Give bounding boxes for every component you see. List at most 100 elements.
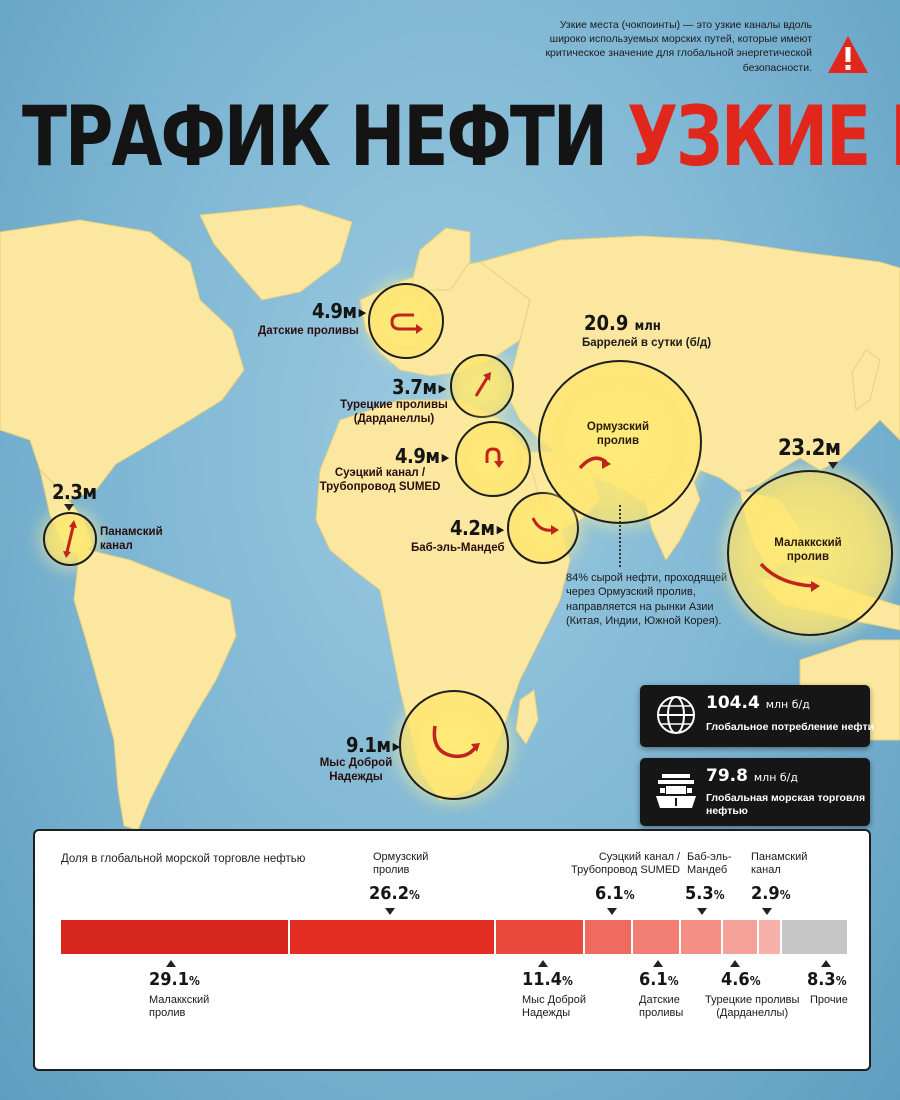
share-suez-name: Суэцкий канал / Трубопровод SUMED [571,851,680,878]
share-cape-line2: Надежды [522,1007,571,1020]
share-cape-num: 11.4 [522,969,562,990]
cape-value-text: 9.1м [346,733,391,757]
share-malacca-line1: Малаккский [149,994,210,1006]
pointer-icon: ▶ [496,523,505,536]
share-other-name: Прочие [810,994,848,1007]
share-panama-line1: Панамский [751,851,808,863]
maritime-trade-caption: Глобальная морская торговля нефтью [706,792,865,817]
curved-arrow-icon [531,517,559,535]
bab-value-text: 4.2м [450,516,495,540]
share-turkish-line1: Турецкие проливы [705,994,800,1006]
pointer-icon: ▶ [441,451,450,464]
hormuz-bubble [538,360,702,524]
share-hormuz-pct: 26.2% [369,883,420,904]
panama-value-text: 2.3м [52,480,97,504]
suez-label-line1: Суэцкий канал / [334,467,426,479]
hormuz-value-number: 20.9 [584,311,629,335]
consumption-number: 104.4 [706,693,760,713]
turkish-label-line1: Турецкие проливы [340,399,448,411]
share-panama-line2: канал [751,864,781,877]
share-cape-name: Мыс Доброй Надежды [522,994,586,1021]
pointer-icon: ▶ [358,306,367,319]
share-danish-pct: 6.1% [639,969,679,990]
share-suez-marker [607,908,617,915]
hormuz-inner-label: Ормузский пролив [578,420,658,449]
share-pct-sign: % [713,888,725,902]
consumption-unit: млн б/д [765,698,810,711]
share-pct-sign: % [188,974,200,988]
share-panama-name: Панамский канал [751,851,807,878]
share-pct-sign: % [408,888,420,902]
share-cape-line1: Мыс Доброй [522,994,586,1006]
page-title: ТРАФИК НЕФТИ УЗКИЕ МЕСТА [22,95,900,179]
curved-arrow-icon [578,456,611,470]
share-cape-marker [538,960,548,967]
share-bab-num: 5.3 [685,883,714,904]
share-turkish-line2: (Дарданеллы) [716,1007,789,1020]
share-suez-pct: 6.1% [595,883,635,904]
share-pct-sign: % [623,888,635,902]
share-bar-segment [61,920,290,954]
share-other-num: 8.3 [807,969,836,990]
share-suez-line2: Трубопровод SUMED [571,864,681,877]
warning-triangle-icon [828,36,868,73]
share-hormuz-num: 26.2 [369,883,409,904]
turkish-label-line2: (Дарданеллы) [353,413,435,426]
malacca-inner-line2: пролив [786,551,830,564]
hormuz-value-unit: млн [634,319,661,334]
turkish-straits-bubble [450,354,514,418]
share-bab-name: Баб-эль- Мандеб [687,851,731,878]
turkish-label: Турецкие проливы (Дарданеллы) [338,398,450,427]
global-consumption-box: 104.4 млн б/д Глобальное потребление неф… [640,685,874,747]
share-bar-segment [585,920,634,954]
malacca-value: 23.2м [778,436,841,461]
suez-value: 4.9м ▶ [395,444,449,468]
share-suez-num: 6.1 [595,883,624,904]
trade-caption-line2: нефтью [706,804,748,817]
share-panama-num: 2.9 [751,883,780,904]
share-other-marker [821,960,831,967]
global-consumption-caption: Глобальное потребление нефти [706,721,875,733]
share-hormuz-line1: Ормузский [373,851,429,863]
greenland-landmass [199,204,353,301]
cape-value: 9.1м ▶ [346,733,400,757]
share-malacca-pct: 29.1% [149,969,200,990]
hormuz-callout: 84% сырой нефти, проходящей через Ормузс… [566,572,728,627]
share-hormuz-line2: пролив [373,864,410,877]
share-bab-line2: Мандеб [687,864,728,877]
share-cape-pct: 11.4% [522,969,573,990]
turkish-value: 3.7м ▶ [392,375,446,399]
hormuz-inner-line2: пролив [596,435,640,448]
suez-value-text: 4.9м [395,444,440,468]
hormuz-inner-line1: Ормузский [586,421,650,433]
pointer-icon: ▶ [438,382,447,395]
curved-arrow-icon [759,562,820,592]
globe-icon [657,696,695,734]
share-bab-marker [697,908,707,915]
malacca-inner-line1: Малаккский [774,537,842,549]
maritime-trade-box: 79.8 млн б/д Глобальная морская торговля… [640,758,870,826]
share-malacca-name: Малаккский пролив [149,994,209,1021]
share-other-pct: 8.3% [807,969,847,990]
panama-value: 2.3м [52,480,97,504]
cape-bubble [399,690,509,800]
share-malacca-marker [166,960,176,967]
share-bar-segment [289,920,496,954]
cape-label-line1: Мыс Доброй [319,757,393,769]
bab-value: 4.2м ▶ [450,516,504,540]
trade-number: 79.8 [706,766,748,786]
scandinavia-landmass [409,227,471,291]
share-danish-name: Датские проливы [639,994,683,1021]
pointer-icon: ▶ [392,740,401,753]
share-bar [61,920,847,954]
danish-straits-bubble [368,283,444,359]
share-bar-segment [722,920,759,954]
share-panama-pct: 2.9% [751,883,791,904]
south-america-landmass [73,547,237,831]
share-bab-line1: Баб-эль- [687,851,732,863]
share-pct-sign: % [749,974,761,988]
header-note: Узкие места (чокпоинты) — это узкие кана… [545,19,812,74]
suez-canal-bubble [455,421,531,497]
bab-label: Баб-эль-Мандеб [411,542,505,554]
